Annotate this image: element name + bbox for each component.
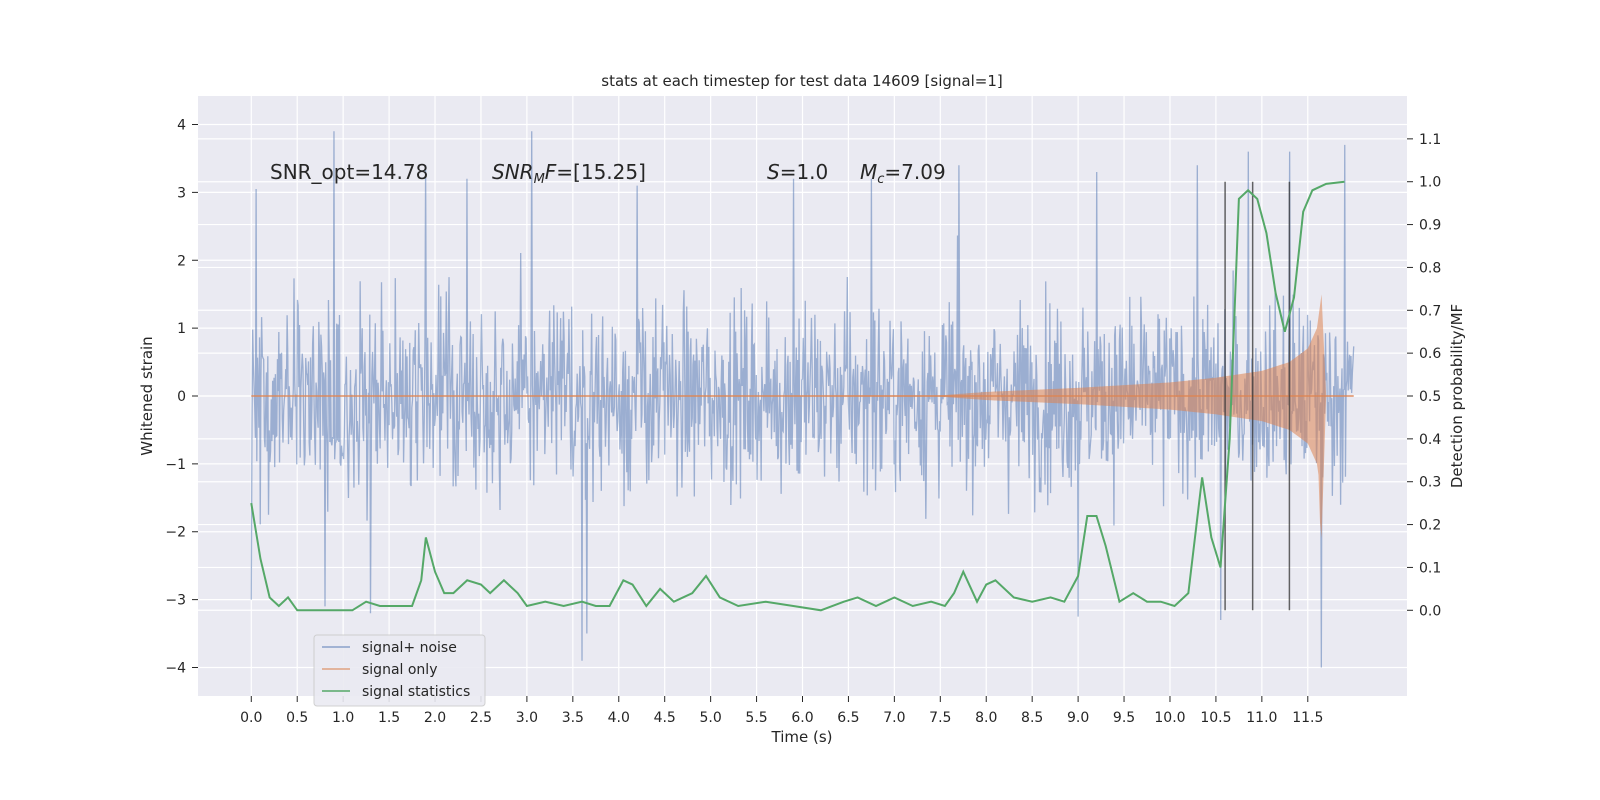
annotation-mc: Mc=7.09 — [860, 160, 946, 187]
x-tick-label: 4.0 — [608, 710, 630, 726]
y-tick-label: 4 — [177, 118, 186, 134]
y-tick-label-right: 0.5 — [1419, 389, 1441, 405]
series-signal-statistics — [250, 180, 1345, 612]
y-tick-label-right: 0.8 — [1419, 260, 1441, 276]
x-tick-label: 5.5 — [745, 710, 767, 726]
y-tick-label: −4 — [165, 660, 186, 676]
y-tick-label: 0 — [177, 389, 186, 405]
legend-label-signal-noise: signal+ noise — [362, 640, 457, 656]
x-tick-label: 2.5 — [470, 710, 492, 726]
y-tick-label-right: 0.3 — [1419, 475, 1441, 491]
annotation-s: S=1.0 — [767, 160, 828, 184]
y-tick-label: 1 — [177, 321, 186, 337]
y-tick-label: −1 — [165, 457, 186, 473]
x-tick-label: 1.5 — [378, 710, 400, 726]
x-tick-label: 11.5 — [1292, 710, 1323, 726]
x-tick-label: 4.5 — [654, 710, 676, 726]
legend-box — [313, 634, 486, 707]
x-axis-title: Time (s) — [771, 728, 833, 746]
x-tick-label: 10.0 — [1154, 710, 1185, 726]
x-tick-label: 5.0 — [699, 710, 721, 726]
x-tick-label: 8.5 — [1021, 710, 1043, 726]
x-tick-label: 6.0 — [791, 710, 813, 726]
x-tick-label: 9.0 — [1067, 710, 1089, 726]
x-tick-label: 3.5 — [562, 710, 584, 726]
x-tick-label: 7.0 — [883, 710, 905, 726]
x-tick-label: 0.0 — [240, 710, 262, 726]
chart-title: stats at each timestep for test data 146… — [601, 72, 1002, 90]
y-tick-label: 3 — [177, 185, 186, 201]
y-axis-title: Whitened strain — [138, 336, 156, 455]
x-tick-label: 2.0 — [424, 710, 446, 726]
y-tick-label-right: 0.1 — [1419, 560, 1441, 576]
y-tick-label-right: 0.4 — [1419, 432, 1441, 448]
x-tick-label: 0.5 — [286, 710, 308, 726]
annotation-snr-opt: SNR_opt=14.78 — [270, 160, 428, 184]
x-tick-label: 6.5 — [837, 710, 859, 726]
y-tick-label: −3 — [165, 593, 186, 609]
legend: signal+ noise signal only signal statist… — [313, 634, 486, 707]
y-axis-title-right: Detection probability/MF — [1448, 304, 1466, 488]
x-tick-label: 10.5 — [1200, 710, 1231, 726]
x-tick-label: 9.5 — [1113, 710, 1135, 726]
x-tick-label: 7.5 — [929, 710, 951, 726]
y-tick-label-right: 0.0 — [1419, 603, 1441, 619]
x-tick-label: 1.0 — [332, 710, 354, 726]
y-tick-label-right: 0.6 — [1419, 346, 1441, 362]
y-tick-label-right: 1.1 — [1419, 132, 1441, 148]
y-tick-label-right: 0.9 — [1419, 218, 1441, 234]
y-tick-label-right: 0.7 — [1419, 303, 1441, 319]
y-tick-label: −2 — [165, 525, 186, 541]
x-tick-label: 3.0 — [516, 710, 538, 726]
y-tick-label: 2 — [177, 253, 186, 269]
legend-label-signal-only: signal only — [362, 662, 437, 678]
series-signal-noise — [250, 131, 1355, 668]
y-tick-label-right: 0.2 — [1419, 518, 1441, 534]
x-tick-label: 8.0 — [975, 710, 997, 726]
legend-label-signal-statistics: signal statistics — [362, 684, 470, 700]
annotation-snr-mf: SNRMF=[15.25] — [492, 160, 646, 187]
y-tick-label-right: 1.0 — [1419, 175, 1441, 191]
x-tick-label: 11.0 — [1246, 710, 1277, 726]
